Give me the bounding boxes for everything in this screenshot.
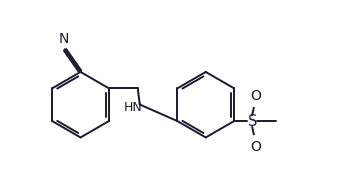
Text: N: N [59,32,70,46]
Text: S: S [247,113,257,129]
Text: HN: HN [124,101,142,114]
Text: O: O [250,139,261,154]
Text: O: O [250,89,261,103]
